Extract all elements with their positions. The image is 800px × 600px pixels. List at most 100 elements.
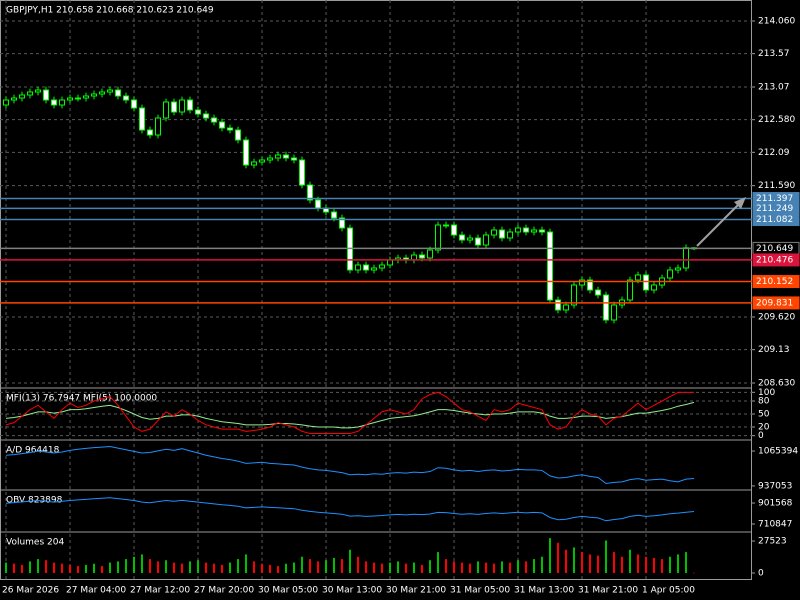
volume-bar	[589, 554, 591, 574]
volume-bar	[5, 562, 7, 574]
candle-body	[443, 224, 449, 227]
volume-bar	[437, 552, 439, 574]
volume-bar	[61, 563, 63, 574]
volume-bar	[125, 559, 127, 574]
x-tick-label: 31 Mar 21:00	[578, 586, 638, 596]
candle-body	[627, 279, 633, 301]
candle-body	[219, 121, 225, 129]
candle-body	[523, 227, 529, 233]
candle-body	[683, 247, 689, 269]
y-tick-label: 100	[758, 388, 775, 398]
candle-body	[675, 267, 681, 271]
candle-body	[75, 97, 81, 100]
volume-bar	[453, 561, 455, 574]
price-level-label: 210.152	[756, 277, 793, 287]
volume-bar	[141, 554, 143, 574]
candle-body	[371, 267, 377, 271]
y-tick-label: 209.620	[758, 313, 795, 323]
volume-bar	[109, 562, 111, 574]
candle-body	[11, 97, 17, 101]
candle-body	[131, 99, 137, 109]
volume-bar	[429, 560, 431, 574]
volume-bar	[301, 556, 303, 574]
candle-body	[667, 269, 673, 279]
volume-bar	[629, 549, 631, 574]
candle-body	[299, 159, 305, 186]
candle-body	[195, 109, 201, 115]
candle-body	[563, 304, 569, 311]
arrow-head	[734, 197, 746, 209]
volume-bar	[173, 562, 175, 574]
x-tick-label: 27 Mar 12:00	[130, 586, 190, 596]
y-tick-label: 901568	[758, 499, 793, 509]
candle-body	[579, 279, 585, 286]
candle-body	[115, 89, 121, 97]
candle-body	[251, 161, 257, 166]
candle-body	[19, 94, 25, 99]
price-level-label: 211.082	[756, 215, 793, 225]
y-tick-label: 212.580	[758, 115, 795, 125]
candle-body	[467, 237, 473, 241]
trend-arrow	[696, 197, 746, 247]
volume-bar	[29, 561, 31, 574]
volume-bar	[405, 563, 407, 574]
volume-bar	[341, 559, 343, 574]
candle-body	[491, 229, 497, 236]
candle-body	[35, 89, 41, 93]
candle-body	[339, 217, 345, 229]
candle-body	[595, 289, 601, 296]
volume-bar	[325, 560, 327, 574]
candle-body	[315, 199, 321, 209]
x-tick-label: 27 Mar 20:00	[194, 586, 254, 596]
volume-bar	[349, 549, 351, 574]
candle-body	[459, 234, 465, 241]
candle-body	[227, 127, 233, 131]
candle-body	[59, 99, 65, 106]
y-tick-label: 80	[758, 397, 770, 407]
candle-body	[235, 129, 241, 141]
volume-bar	[365, 561, 367, 574]
candle-body	[355, 264, 361, 271]
candle-body	[499, 229, 505, 239]
candle-body	[211, 117, 217, 123]
volume-bar	[509, 562, 511, 574]
y-tick-label: 214.060	[758, 17, 795, 27]
volume-bar	[21, 564, 23, 574]
volume-bar	[693, 572, 695, 574]
candle-body	[387, 259, 393, 266]
volume-bar	[381, 563, 383, 574]
volume-bar	[541, 556, 543, 574]
volume-bar	[421, 564, 423, 574]
price-level-box	[752, 275, 800, 289]
y-tick-label: 20	[758, 423, 770, 433]
y-tick-label: 1065394	[758, 447, 798, 457]
candle-body	[643, 274, 649, 291]
candle-body	[515, 227, 521, 233]
candle-body	[283, 154, 289, 159]
candle-body	[51, 99, 57, 106]
y-tick-label: 937053	[758, 481, 792, 491]
candle-body	[483, 234, 489, 246]
price-level-box	[752, 253, 800, 267]
volume-bar	[197, 560, 199, 574]
candle-body	[91, 93, 97, 97]
volume-bar	[285, 563, 287, 574]
volume-bar	[525, 561, 527, 574]
volume-bar	[597, 555, 599, 574]
candle-body	[651, 284, 657, 291]
candle-body	[147, 129, 153, 136]
volume-bar	[373, 562, 375, 574]
candle-body	[163, 101, 169, 119]
pane-title: GBPJPY,H1 210.658 210.668 210.623 210.64…	[6, 6, 214, 16]
volume-bar	[205, 562, 207, 574]
indicator-line	[5, 446, 695, 485]
volume-bar	[245, 554, 247, 574]
price-level-box	[752, 213, 800, 227]
candle-body	[587, 279, 593, 291]
y-tick-label: 0	[758, 569, 764, 579]
price-level-label: 210.649	[756, 244, 793, 254]
volume-bar	[149, 559, 151, 574]
volume-bar	[53, 562, 55, 574]
